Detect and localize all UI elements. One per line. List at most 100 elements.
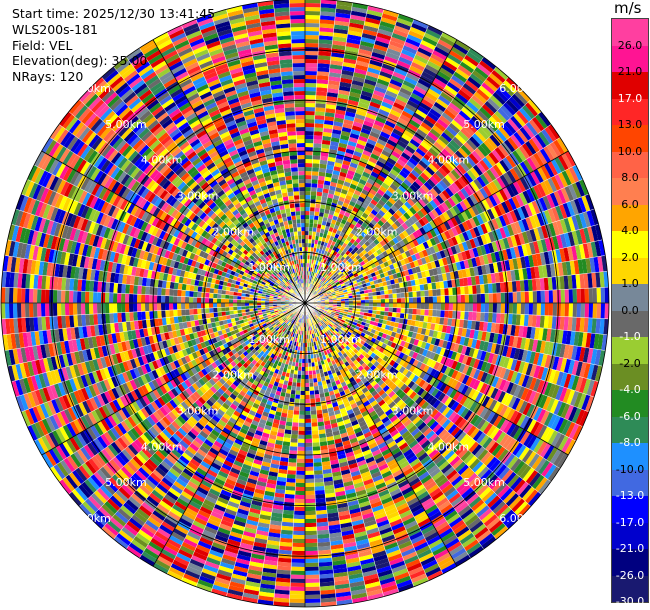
range-gate bbox=[404, 297, 410, 303]
range-gate bbox=[386, 48, 401, 57]
range-gate bbox=[478, 255, 485, 266]
range-gate bbox=[393, 201, 402, 210]
range-gate bbox=[546, 144, 558, 159]
range-gate bbox=[583, 317, 589, 333]
range-gate bbox=[326, 251, 331, 257]
range-gate bbox=[484, 303, 489, 313]
range-gate bbox=[388, 366, 396, 374]
range-gate bbox=[484, 283, 489, 294]
range-gate bbox=[311, 289, 315, 294]
range-gate bbox=[488, 263, 495, 274]
range-gate bbox=[547, 124, 560, 140]
range-gate bbox=[528, 453, 540, 468]
range-gate bbox=[485, 439, 496, 452]
range-gate bbox=[524, 338, 531, 351]
range-gate bbox=[519, 177, 530, 191]
range-gate bbox=[522, 190, 532, 204]
range-gate bbox=[333, 260, 338, 266]
range-gate bbox=[564, 185, 574, 202]
range-gate bbox=[291, 554, 305, 559]
range-gate bbox=[326, 256, 331, 262]
range-gate bbox=[532, 378, 541, 392]
range-gate bbox=[326, 197, 333, 203]
range-gate bbox=[519, 126, 532, 141]
range-gate bbox=[305, 95, 316, 100]
range-gate bbox=[390, 268, 397, 275]
range-gate bbox=[341, 263, 347, 269]
range-gate bbox=[300, 390, 305, 396]
range-gate bbox=[315, 505, 327, 511]
range-gate bbox=[328, 253, 333, 258]
range-gate bbox=[442, 340, 448, 349]
range-gate bbox=[284, 490, 296, 495]
range-gate bbox=[528, 254, 535, 268]
range-gate bbox=[505, 185, 516, 198]
range-gate bbox=[352, 206, 359, 213]
range-gate bbox=[543, 146, 555, 161]
range-gate bbox=[476, 312, 481, 322]
range-gate bbox=[457, 327, 463, 337]
range-gate bbox=[512, 181, 523, 194]
range-gate bbox=[544, 126, 557, 142]
range-gate bbox=[316, 87, 328, 93]
range-gate bbox=[388, 311, 393, 317]
range-gate bbox=[391, 32, 407, 42]
range-gate bbox=[423, 193, 433, 203]
range-gate bbox=[568, 289, 573, 303]
range-gate bbox=[376, 335, 382, 342]
range-gate bbox=[533, 352, 540, 366]
range-gate bbox=[451, 369, 459, 380]
range-gate bbox=[347, 99, 359, 106]
range-gate bbox=[323, 279, 328, 284]
range-gate bbox=[440, 303, 445, 311]
range-gate bbox=[445, 272, 452, 281]
range-gate bbox=[309, 386, 315, 391]
range-gate bbox=[375, 36, 391, 45]
range-gate bbox=[455, 318, 461, 328]
range-gate bbox=[511, 280, 517, 293]
range-gate bbox=[424, 64, 439, 75]
range-gate bbox=[471, 444, 483, 456]
range-gate bbox=[319, 266, 324, 271]
range-gate bbox=[347, 252, 354, 258]
range-gate bbox=[287, 466, 297, 471]
range-gate bbox=[584, 288, 589, 303]
range-gate bbox=[381, 333, 388, 339]
range-gate bbox=[525, 451, 537, 466]
range-gate bbox=[483, 351, 491, 363]
range-gate bbox=[510, 235, 518, 248]
range-gate bbox=[413, 112, 425, 122]
range-gate bbox=[403, 269, 410, 277]
range-gate bbox=[326, 311, 332, 315]
range-gate bbox=[430, 160, 441, 171]
range-gate bbox=[309, 207, 315, 212]
range-gate bbox=[447, 377, 455, 387]
range-gate bbox=[305, 126, 315, 132]
range-gate bbox=[413, 260, 420, 268]
range-gate bbox=[314, 115, 325, 120]
range-gate bbox=[305, 482, 315, 487]
range-gate bbox=[328, 323, 333, 328]
range-gate bbox=[328, 189, 335, 195]
range-gate bbox=[383, 329, 389, 335]
range-gate bbox=[454, 150, 466, 162]
range-gate bbox=[359, 290, 365, 295]
range-gate bbox=[341, 317, 347, 321]
range-gate bbox=[324, 295, 329, 298]
range-gate bbox=[540, 303, 546, 316]
range-gate bbox=[305, 398, 311, 404]
range-gate bbox=[355, 222, 362, 229]
range-gate bbox=[411, 22, 427, 33]
range-gate bbox=[316, 71, 330, 77]
range-gate bbox=[418, 321, 424, 328]
range-gate bbox=[489, 181, 499, 193]
range-gate bbox=[317, 274, 321, 279]
range-gate bbox=[314, 119, 325, 124]
range-gate bbox=[556, 234, 564, 249]
range-gate bbox=[502, 225, 511, 238]
range-gate bbox=[321, 262, 325, 268]
range-gate bbox=[469, 427, 480, 439]
range-gate bbox=[555, 316, 561, 330]
range-gate bbox=[472, 285, 477, 295]
range-gate bbox=[338, 89, 350, 96]
